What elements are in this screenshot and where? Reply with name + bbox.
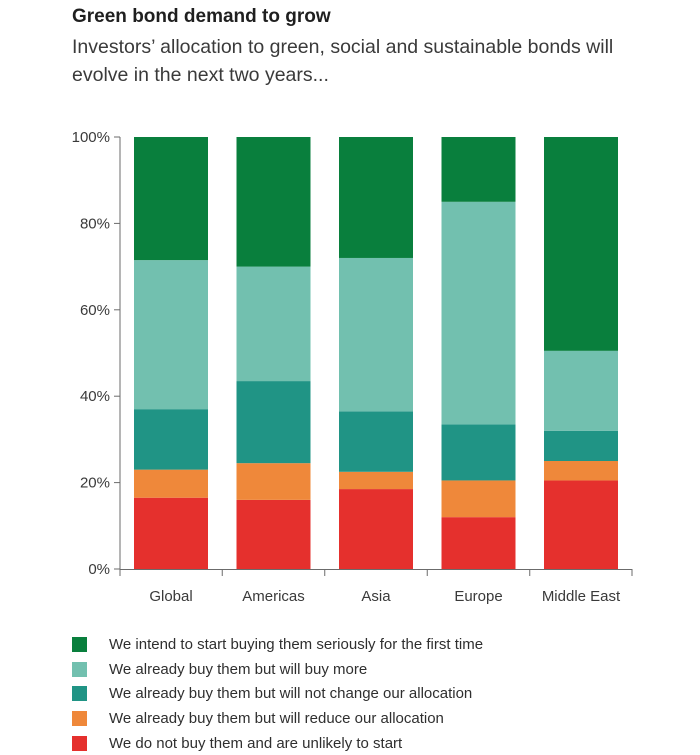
y-tick-label-80: 80% (80, 215, 110, 232)
chart-subtitle: Investors’ allocation to green, social a… (72, 36, 614, 86)
y-tick-label-0: 0% (88, 561, 110, 578)
bar-global-series-1 (134, 469, 208, 498)
x-tick-label-asia: Asia (361, 588, 391, 605)
legend-swatch-series-3 (72, 661, 87, 677)
legend-label-series-2: We already buy them but will not change … (109, 685, 473, 703)
bar-europe-series-3 (441, 201, 516, 425)
bar-middle-east-series-4 (544, 137, 618, 351)
bar-middle-east-series-1 (544, 461, 618, 481)
legend-swatch-series-0 (72, 735, 87, 751)
bar-europe-series-2 (441, 424, 516, 481)
bar-global-series-2 (134, 409, 208, 470)
x-tick-label-global: Global (149, 588, 192, 605)
bar-middle-east-series-0 (544, 480, 618, 569)
bar-asia-series-4 (339, 137, 413, 258)
bar-asia-series-3 (339, 257, 413, 412)
legend-swatch-series-2 (72, 686, 87, 702)
bar-europe-series-0 (441, 517, 516, 569)
legend-label-series-4: We intend to start buying them seriously… (109, 635, 484, 653)
x-tick-label-europe: Europe (454, 588, 502, 605)
x-tick-label-middle-east: Middle East (542, 588, 621, 605)
bar-europe-series-1 (441, 480, 516, 518)
bar-americas-series-4 (236, 137, 311, 267)
chart-title: Green bond demand to grow (72, 6, 331, 27)
legend-label-series-1: We already buy them but will reduce our … (109, 709, 444, 727)
bar-europe-series-4 (441, 137, 516, 202)
bar-asia-series-0 (339, 489, 413, 569)
y-tick-label-60: 60% (80, 302, 110, 319)
bar-global-series-0 (134, 497, 208, 569)
legend-item-series-3: We already buy them but will buy more (72, 657, 483, 682)
bar-americas-series-0 (236, 499, 311, 569)
y-tick-label-20: 20% (80, 475, 110, 492)
y-tick-label-40: 40% (80, 388, 110, 405)
legend-item-series-1: We already buy them but will reduce our … (72, 706, 483, 731)
legend-item-series-2: We already buy them but will not change … (72, 681, 483, 706)
bar-middle-east-series-3 (544, 350, 618, 431)
bar-middle-east-series-2 (544, 430, 618, 461)
stacked-bar-chart: Global Americas Asia Europe Middle East 0% 20%… (72, 129, 633, 605)
bar-asia-series-2 (339, 411, 413, 472)
bar-americas-series-3 (236, 266, 311, 382)
bar-asia-series-1 (339, 471, 413, 490)
x-tick-label-americas: Americas (242, 588, 305, 605)
legend-item-series-4: We intend to start buying them seriously… (72, 632, 483, 657)
legend-label-series-3: We already buy them but will buy more (109, 660, 368, 678)
bar-global-series-3 (134, 260, 208, 410)
y-tick-label-100: 100% (72, 129, 110, 146)
bar-americas-series-2 (236, 381, 311, 464)
chart-legend: We intend to start buying them seriously… (72, 632, 483, 755)
legend-swatch-series-1 (72, 710, 87, 726)
legend-label-series-0: We do not buy them and are unlikely to s… (109, 734, 403, 752)
legend-swatch-series-4 (72, 636, 87, 652)
bar-americas-series-1 (236, 463, 311, 500)
bar-global-series-4 (134, 137, 208, 261)
legend-item-series-0: We do not buy them and are unlikely to s… (72, 731, 483, 755)
